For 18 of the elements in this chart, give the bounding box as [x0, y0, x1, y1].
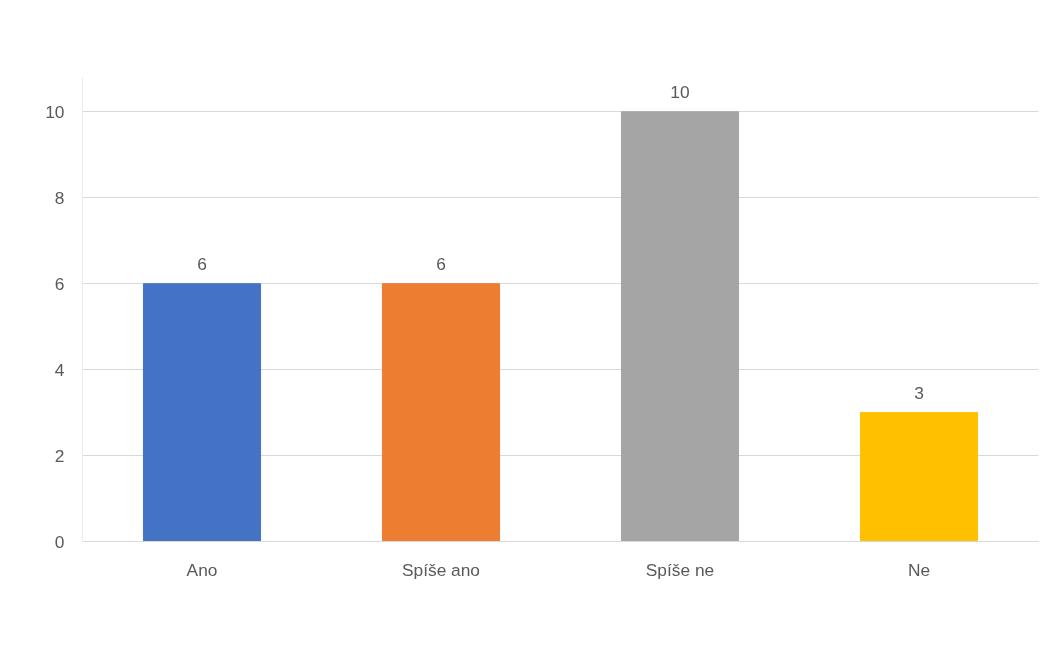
y-tick-label: 2 — [54, 445, 65, 466]
y-tick-label: 10 — [45, 101, 65, 122]
bar — [620, 111, 740, 542]
data-label: 10 — [670, 81, 690, 102]
bar — [142, 283, 262, 542]
x-tick-label: Ne — [907, 559, 931, 580]
data-label: 6 — [197, 253, 207, 274]
x-tick-label: Spíše ne — [645, 559, 715, 580]
x-tick-label: Spíše ano — [401, 559, 481, 580]
x-tick-label: Ano — [186, 559, 218, 580]
bar — [859, 412, 979, 542]
bar — [381, 283, 501, 542]
data-label: 3 — [914, 382, 924, 403]
y-tick-label: 0 — [54, 531, 65, 552]
y-tick-label: 6 — [54, 273, 65, 294]
y-tick-label: 8 — [54, 187, 65, 208]
y-tick-label: 4 — [54, 359, 65, 380]
data-label: 6 — [436, 253, 446, 274]
